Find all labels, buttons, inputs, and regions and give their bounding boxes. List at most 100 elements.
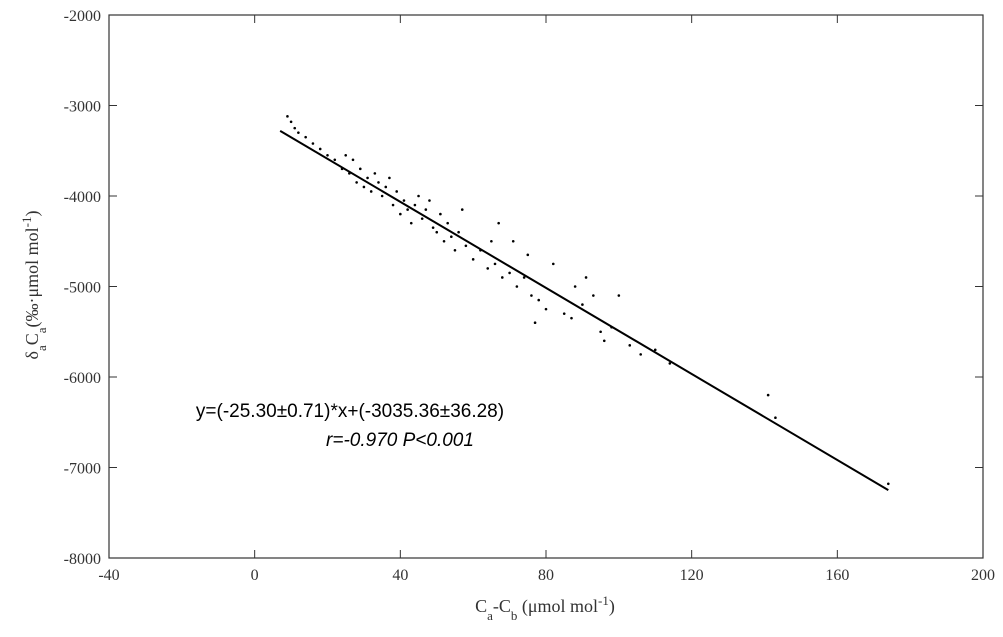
point <box>446 221 449 225</box>
point <box>522 276 526 279</box>
y-tick-label: -6000 <box>64 370 101 387</box>
y-tick-label: -4000 <box>64 189 101 206</box>
point <box>497 221 500 225</box>
point <box>333 158 337 162</box>
y-tick-label: -8000 <box>64 551 101 568</box>
point <box>399 212 402 216</box>
xlabel-part: b <box>511 608 518 623</box>
point <box>318 147 322 151</box>
point <box>501 276 504 279</box>
point <box>639 353 642 356</box>
point <box>428 199 431 202</box>
xlabel-part: ) <box>609 596 615 617</box>
point <box>766 393 770 397</box>
point <box>380 194 384 198</box>
x-tick-label: -40 <box>98 567 119 584</box>
xlabel-part: -1 <box>598 593 609 608</box>
fit-line <box>279 129 889 491</box>
ylabel-part: C <box>22 333 42 345</box>
point <box>887 482 890 486</box>
point <box>584 276 588 279</box>
y-tick-label: -3000 <box>64 99 101 116</box>
point <box>369 190 373 193</box>
y-tick-label: -5000 <box>64 280 101 297</box>
point <box>311 142 315 145</box>
point <box>373 172 377 175</box>
point <box>562 312 566 315</box>
point <box>293 126 297 130</box>
point <box>573 285 577 288</box>
x-tick-label: 120 <box>680 567 704 584</box>
point <box>413 203 417 207</box>
xlabel-axis-label: Ca-Cb (μmol mol-1) <box>475 593 615 623</box>
y-tick-label: -2000 <box>64 8 101 25</box>
point <box>424 208 428 211</box>
point <box>366 176 369 180</box>
point <box>377 181 380 184</box>
point <box>570 316 573 320</box>
point <box>774 416 777 420</box>
point <box>344 153 348 157</box>
point <box>508 271 511 275</box>
x-tick-label: 200 <box>971 567 995 584</box>
point <box>289 120 293 124</box>
point <box>628 344 632 347</box>
point <box>409 221 413 225</box>
point <box>395 190 398 193</box>
xlabel-part: a <box>487 608 493 623</box>
point <box>402 199 406 202</box>
ylabel-part: (‰·μmol mol <box>22 227 43 327</box>
point <box>471 258 475 261</box>
point <box>653 348 657 352</box>
point <box>511 239 515 243</box>
point <box>581 303 584 306</box>
point <box>420 217 424 220</box>
ylabel-part: -1 <box>19 216 34 227</box>
point <box>351 158 355 162</box>
point <box>515 285 519 288</box>
xlabel-part: -C <box>493 596 511 616</box>
point <box>355 181 358 184</box>
stats: r=-0.970 P<0.001 <box>326 430 474 451</box>
point <box>431 226 435 229</box>
plot-frame <box>108 14 984 559</box>
x-tick-label: 0 <box>251 567 259 584</box>
ylabel-part: ) <box>22 210 43 216</box>
point <box>490 239 493 243</box>
point <box>450 235 453 239</box>
point <box>457 230 460 234</box>
point <box>617 294 621 297</box>
point <box>530 294 533 297</box>
xlabel-part: (μmol mol <box>517 596 598 617</box>
x-tick-label: 160 <box>825 567 849 584</box>
point <box>464 244 468 248</box>
point <box>460 208 464 211</box>
point <box>533 321 537 325</box>
point <box>602 339 606 343</box>
point <box>592 294 595 297</box>
point <box>668 362 672 365</box>
point <box>384 185 388 189</box>
equation: y=(-25.30±0.71)*x+(-3035.36±36.28) <box>196 401 504 422</box>
point <box>486 267 490 270</box>
point <box>391 203 395 207</box>
point <box>286 115 289 118</box>
point <box>599 330 602 334</box>
point <box>388 176 391 180</box>
point <box>406 208 409 211</box>
xlabel-part: C <box>475 596 487 616</box>
y-tick-label: -7000 <box>64 461 101 478</box>
point <box>358 167 362 171</box>
point <box>439 212 442 216</box>
point <box>362 185 366 189</box>
point <box>537 298 541 302</box>
ylabel-part: δ <box>22 351 42 359</box>
ylabel-part: a <box>34 327 49 333</box>
ylabel-part: a <box>34 345 49 351</box>
point <box>453 249 457 252</box>
point <box>297 131 300 134</box>
point <box>526 253 530 257</box>
point <box>435 230 439 234</box>
point <box>304 135 307 139</box>
x-tick-label: 80 <box>538 567 554 584</box>
